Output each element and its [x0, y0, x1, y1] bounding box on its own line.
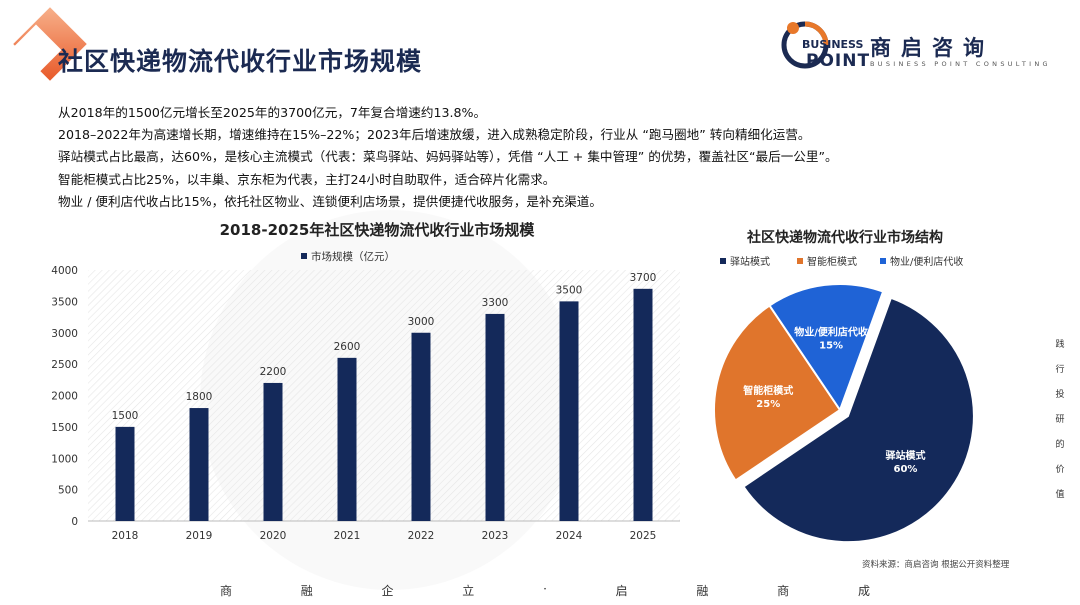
bar-data-label: 3000 — [408, 316, 435, 328]
logo-mark-icon — [781, 21, 829, 69]
pie-slice-value: 15% — [819, 340, 843, 351]
side-slogan: 践行投研的价值 — [1053, 337, 1067, 512]
x-tick-label: 2022 — [408, 530, 435, 542]
x-tick-label: 2018 — [112, 530, 139, 542]
footer-slogan-char: 商 — [777, 584, 790, 598]
pie-slice-value: 25% — [756, 399, 780, 410]
y-tick-label: 3000 — [51, 328, 78, 340]
bar-data-label: 3500 — [556, 284, 583, 296]
legend-label: 智能柜模式 — [807, 255, 857, 268]
bar — [411, 332, 431, 521]
bar — [115, 426, 135, 521]
pie-slice — [742, 296, 975, 544]
legend-label: 市场规模（亿元） — [311, 250, 395, 263]
y-tick-label: 1000 — [51, 453, 78, 465]
side-slogan-char: 行 — [1055, 365, 1065, 375]
side-slogan-char: 投 — [1055, 390, 1065, 400]
footer-slogan-char: 启 — [615, 584, 628, 598]
bar — [263, 382, 283, 521]
summary-line: 从2018年的1500亿元增长至2025年的3700亿元，7年复合增速约13.8… — [58, 105, 487, 120]
footer-slogan: 商 融 企 立 · 启 融 商 成 — [220, 582, 870, 599]
source-note: 资料来源：商启咨询 根据公开资料整理 — [862, 560, 1010, 570]
footer-slogan-char: 商 — [220, 584, 233, 598]
bar-chart: 0 500 1000 1500 2000 2500 3000 3500 4000 1500 2018… — [51, 250, 680, 542]
footer-slogan-char: 融 — [696, 584, 709, 598]
pie-slice — [713, 304, 842, 482]
side-slogan-char: 价 — [1055, 465, 1065, 475]
bar — [559, 301, 579, 521]
x-tick-label: 2023 — [482, 530, 509, 542]
summary-line: 物业 / 便利店代收占比15%，依托社区物业、连锁便利店场景，提供便捷代收服务，… — [58, 193, 602, 209]
pie-slice-label: 驿站模式 — [885, 449, 925, 462]
bar — [485, 313, 505, 521]
footer-slogan-char: 成 — [857, 584, 870, 598]
pie-slice-label: 智能柜模式 — [743, 384, 793, 397]
x-tick-label: 2024 — [556, 530, 583, 542]
legend-label: 驿站模式 — [730, 255, 770, 268]
pie-slice — [768, 283, 885, 413]
footer-slogan-char: 企 — [381, 584, 394, 598]
x-tick-label: 2025 — [630, 530, 657, 542]
side-slogan-char: 的 — [1055, 440, 1065, 450]
y-tick-label: 500 — [58, 485, 78, 497]
x-tick-label: 2019 — [186, 530, 213, 542]
summary-line: 2018–2022年为高速增长期，增速维持在15%–22%；2023年后增速放缓… — [58, 127, 811, 143]
legend-label: 物业/便利店代收 — [890, 255, 963, 268]
side-slogan-char: 研 — [1055, 415, 1065, 425]
x-tick-label: 2021 — [334, 530, 361, 542]
plot-area — [88, 270, 680, 521]
footer-slogan-char: 立 — [462, 584, 475, 598]
legend-swatch — [301, 253, 307, 259]
bar — [189, 408, 209, 521]
bar-data-label: 1500 — [112, 410, 139, 422]
pie-chart: 驿站模式 智能柜模式 物业/便利店代收驿站模式60%智能柜模式25%物业/便利店代收… — [713, 255, 975, 544]
legend-swatch — [797, 258, 803, 264]
footer-slogan-char: · — [543, 582, 547, 596]
summary-line: 驿站模式占比最高，达60%，是核心主流模式（代表：菜鸟驿站、妈妈驿站等），凭借 … — [58, 149, 838, 165]
logo-word-point: POINT — [806, 51, 871, 71]
x-tick-label: 2020 — [260, 530, 287, 542]
y-tick-label: 0 — [71, 516, 78, 528]
side-slogan-char: 践 — [1055, 340, 1065, 350]
y-tick-label: 1500 — [51, 422, 78, 434]
bar-chart-title: 2018-2025年社区快递物流代收行业市场规模 — [219, 221, 535, 239]
bar-data-label: 1800 — [186, 391, 213, 403]
legend-swatch — [880, 258, 886, 264]
brand-logo: BUSINESS POINT 商启咨询 BUSINESS POINT CONSU… — [780, 18, 1060, 72]
summary-text: 从2018年的1500亿元增长至2025年的3700亿元，7年复合增速约13.8… — [58, 102, 1018, 213]
page-title: 社区快递物流代收行业市场规模 — [58, 47, 423, 76]
logo-chinese-name: 商启咨询 — [870, 36, 994, 60]
logo-english-name: BUSINESS POINT CONSULTING — [870, 60, 1051, 68]
legend-swatch — [720, 258, 726, 264]
y-tick-label: 2000 — [51, 391, 78, 403]
footer-slogan-char: 融 — [300, 584, 313, 598]
bar-data-label: 3700 — [630, 272, 657, 284]
pie-slice-label: 物业/便利店代收 — [794, 325, 868, 338]
y-tick-label: 4000 — [51, 265, 78, 277]
pie-slice-value: 60% — [893, 464, 917, 475]
bar-data-label: 2200 — [260, 366, 287, 378]
bar-data-label: 2600 — [334, 341, 361, 353]
bar — [337, 357, 357, 521]
y-tick-label: 2500 — [51, 359, 78, 371]
side-slogan-char: 值 — [1055, 490, 1065, 500]
y-tick-label: 3500 — [51, 296, 78, 308]
logo-word-business: BUSINESS — [802, 38, 864, 51]
pie-chart-title: 社区快递物流代收行业市场结构 — [747, 230, 943, 246]
bar-data-label: 3300 — [482, 297, 509, 309]
summary-line: 智能柜模式占比25%，以丰巢、京东柜为代表，主打24小时自助取件，适合碎片化需求… — [58, 171, 556, 187]
bar — [633, 288, 653, 521]
